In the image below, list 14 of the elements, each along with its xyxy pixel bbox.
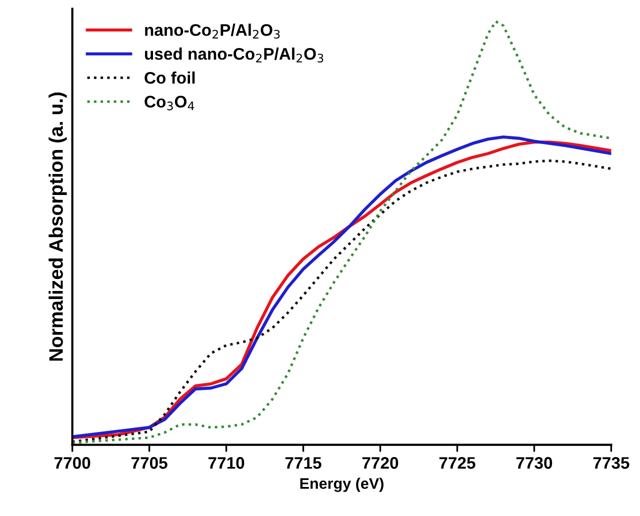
legend-label: used nano-Co$_{2}$P/Al$_{2}$O$_{3}$ [145,48,324,63]
x-tick-label: 7710 [208,457,244,469]
legend-label: nano-Co$_{2}$P/Al$_{2}$O$_{3}$ [145,24,280,39]
x-tick-label: 7730 [516,457,552,469]
x-tick-label: 7720 [362,457,398,469]
x-axis-title: Energy (eV) [300,478,384,492]
y-axis-title: Normalized Absorption (a. u.) [48,92,67,361]
x-tick-label: 7725 [439,457,476,469]
x-tick-label: 7705 [131,457,168,469]
legend-label: Co$_{3}$O$_{4}$ [144,96,194,110]
x-tick-label: 7735 [593,457,630,469]
x-tick-label: 7700 [54,457,90,469]
legend-label: Co foil [144,72,195,84]
x-tick-label: 7715 [285,457,322,469]
